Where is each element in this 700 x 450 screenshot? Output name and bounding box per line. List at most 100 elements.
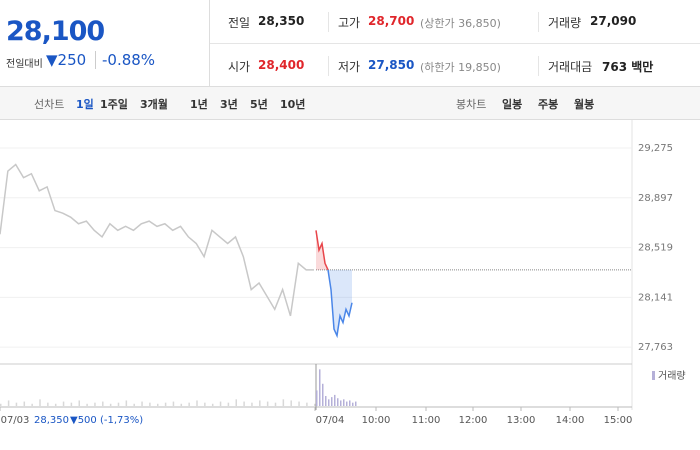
price-line (327, 269, 353, 339)
legend-swatch (652, 371, 655, 380)
volume-bar (322, 383, 324, 406)
stat-label: 전일 (228, 16, 251, 30)
volume-bar (188, 402, 190, 406)
tab[interactable]: 1일 (76, 98, 94, 111)
tab[interactable]: 10년 (280, 98, 306, 111)
x-tick-label: 07/03 (1, 415, 30, 426)
volume-bar (39, 399, 41, 406)
tab-label: 봉차트 (456, 98, 487, 111)
volume-bar (316, 390, 318, 406)
y-tick-label: 28,519 (638, 243, 673, 254)
stat-label: 고가 (338, 16, 361, 30)
stat-value: 27,090 (590, 14, 637, 28)
stat-value: 28,700 (368, 14, 415, 28)
volume-bar (290, 400, 292, 406)
change: ▼250 (46, 51, 87, 69)
stat-value: 27,850 (368, 58, 415, 72)
volume-bar (337, 398, 339, 406)
stat-divider (538, 56, 539, 76)
volume-bar (172, 401, 175, 406)
volume-bar (343, 399, 345, 406)
volume-bar (259, 400, 261, 406)
x-tick-label: 11:00 (412, 415, 441, 426)
volume-bar (196, 400, 198, 406)
volume-bar (227, 402, 230, 406)
volume-bar (23, 401, 26, 406)
tab[interactable]: 3년 (220, 98, 238, 111)
area (316, 230, 328, 270)
x-tick-label: 10:00 (362, 415, 391, 426)
legend-label: 거래량 (658, 370, 686, 382)
volume-bar (54, 403, 57, 406)
stat-extra: (하한가 19,850) (420, 61, 501, 74)
volume-bar (211, 403, 214, 406)
volume-bar (125, 400, 128, 406)
volume-bar (94, 402, 96, 406)
volume-bar (141, 401, 143, 406)
stat-divider (538, 12, 539, 32)
y-tick-label: 27,763 (638, 342, 673, 353)
volume-bar (86, 403, 88, 406)
stat-extra: (상한가 36,850) (420, 17, 501, 30)
change-label: 전일대비 (6, 59, 43, 70)
volume-bar (62, 401, 65, 406)
volume-bar (219, 401, 222, 406)
volume-bar (164, 402, 167, 406)
volume-bar (314, 403, 316, 406)
tab[interactable]: 1주일 (100, 98, 128, 111)
volume-bar (282, 399, 285, 406)
y-tick-label: 28,141 (638, 292, 673, 303)
quote-box: 28,100 전일대비 ▼250 -0.88% (0, 0, 210, 86)
volume-bar (243, 401, 245, 406)
volume-bar (331, 397, 333, 406)
stat-divider (328, 56, 329, 76)
volume-bar (15, 402, 18, 406)
stat-value: 28,350 (258, 14, 305, 28)
x-tick-label: 12:00 (459, 415, 488, 426)
volume-bar (133, 403, 135, 406)
volume-bar (0, 403, 2, 406)
tab-label: 선차트 (34, 98, 65, 111)
volume-bar (157, 403, 159, 406)
volume-bar (117, 402, 120, 406)
stat-value: 763 백만 (602, 60, 654, 74)
volume-bar (349, 400, 351, 406)
x-tick-label: 15:00 (604, 415, 633, 426)
stat-divider (328, 12, 329, 32)
volume-bar (274, 402, 277, 406)
price: 28,100 (6, 16, 105, 47)
x-tick-label: 14:00 (556, 415, 585, 426)
volume-bar (180, 403, 183, 406)
volume-bar (306, 402, 308, 406)
stat-label: 거래량 (548, 16, 582, 30)
y-tick-label: 29,275 (638, 143, 673, 154)
volume-bar (70, 402, 73, 406)
volume-bar (319, 369, 321, 406)
volume-bar (204, 402, 206, 406)
stats-divider (210, 43, 700, 44)
volume-bar (47, 402, 49, 406)
price-line (0, 163, 314, 317)
tab[interactable]: 5년 (250, 98, 268, 111)
x-tick-label: 07/04 (316, 415, 345, 426)
y-tick-label: 28,897 (638, 193, 673, 204)
chart: 29,275 28,897 28,519 28,141 27,763 07/03 07/04… (0, 120, 686, 426)
volume-bar (235, 399, 237, 406)
stat-value: 28,400 (258, 58, 305, 72)
tab[interactable]: 1년 (190, 98, 208, 111)
volume-bar (102, 401, 104, 406)
tab[interactable]: 월봉 (574, 98, 595, 111)
tab[interactable]: 주봉 (538, 98, 559, 111)
footer-change: ▼500 (70, 415, 97, 426)
change-pct: -0.88% (95, 51, 155, 69)
tab[interactable]: 일봉 (502, 98, 523, 111)
volume-bar (78, 400, 80, 406)
volume-bar (340, 400, 342, 406)
volume-bar (31, 403, 33, 406)
volume-bar (298, 401, 300, 406)
stat-label: 시가 (228, 60, 251, 74)
footer-price: 28,350 (34, 415, 69, 426)
volume-bar (109, 403, 112, 406)
tab[interactable]: 3개월 (140, 98, 168, 111)
